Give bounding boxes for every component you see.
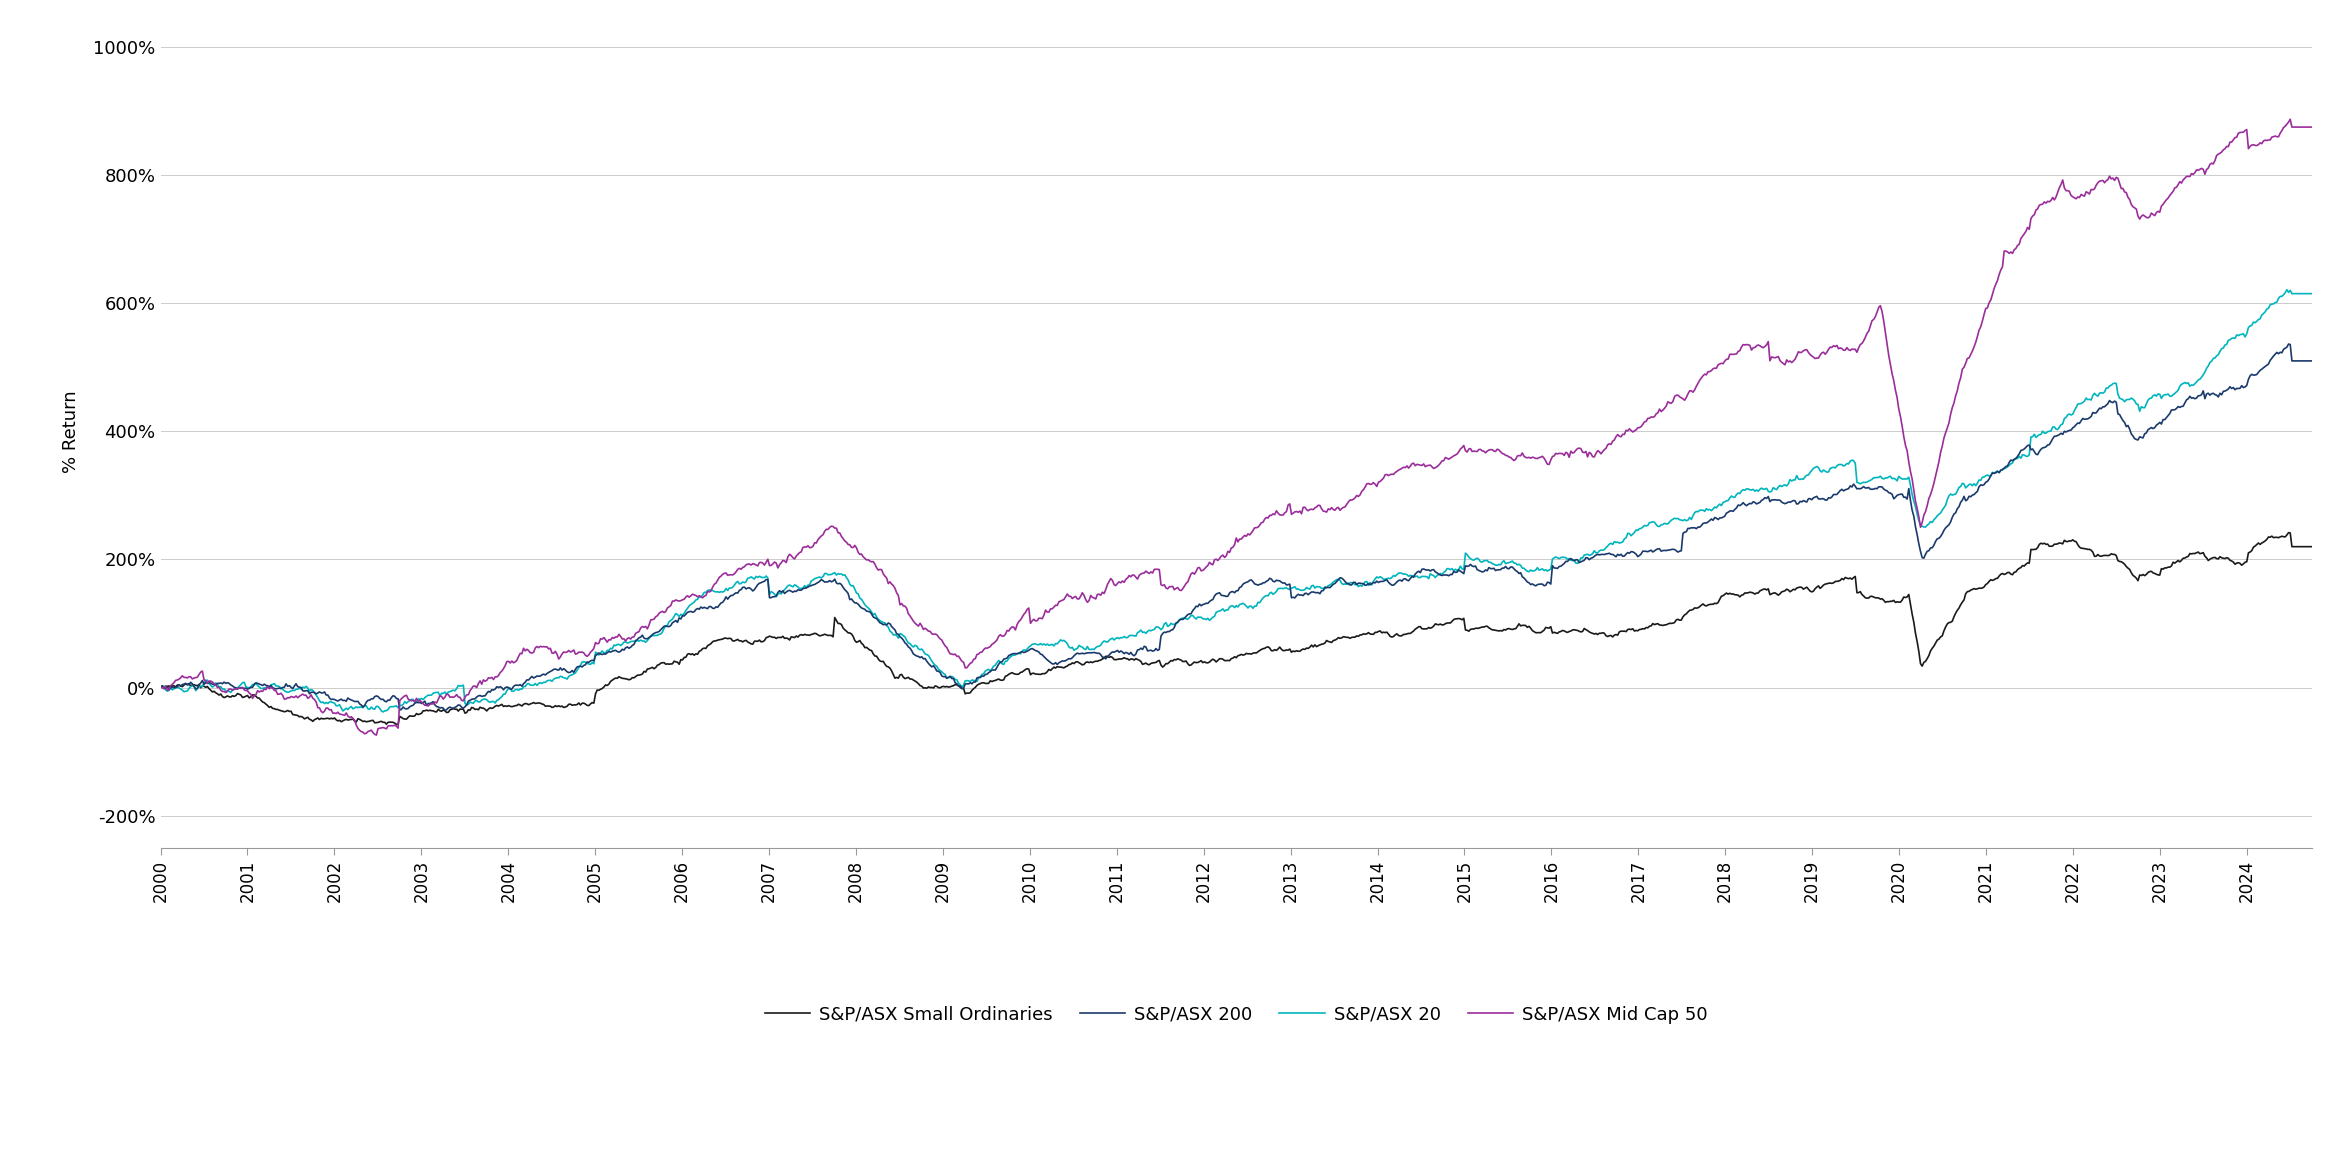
Legend: S&P/ASX Small Ordinaries, S&P/ASX 200, S&P/ASX 20, S&P/ASX Mid Cap 50: S&P/ASX Small Ordinaries, S&P/ASX 200, S… — [759, 998, 1715, 1031]
S&P/ASX Small Ordinaries — [2320, 540, 2327, 554]
S&P/ASX 200 — [2320, 354, 2327, 368]
S&P/ASX Mid Cap 50 — [363, 728, 391, 742]
S&P/ASX Small Ordinaries — [1494, 622, 1522, 636]
S&P/ASX Small Ordinaries — [2090, 548, 2118, 562]
S&P/ASX Small Ordinaries — [1119, 652, 1147, 666]
S&P/ASX 20 — [163, 680, 191, 694]
S&P/ASX 200 — [147, 681, 175, 695]
S&P/ASX Mid Cap 50 — [191, 674, 219, 688]
S&P/ASX 20 — [2273, 282, 2301, 296]
S&P/ASX 200 — [163, 680, 191, 694]
S&P/ASX 200 — [2273, 338, 2301, 352]
Y-axis label: % Return: % Return — [61, 390, 79, 473]
S&P/ASX 200 — [2090, 400, 2118, 414]
Line: S&P/ASX 20: S&P/ASX 20 — [161, 289, 2327, 711]
S&P/ASX Small Ordinaries — [163, 679, 191, 693]
S&P/ASX Mid Cap 50 — [163, 673, 191, 687]
S&P/ASX 20 — [2090, 385, 2118, 399]
S&P/ASX 20 — [370, 704, 398, 719]
S&P/ASX Small Ordinaries — [147, 681, 175, 695]
S&P/ASX 200 — [1385, 574, 1412, 588]
Line: S&P/ASX Mid Cap 50: S&P/ASX Mid Cap 50 — [161, 119, 2327, 735]
S&P/ASX 20 — [191, 673, 219, 687]
S&P/ASX Small Ordinaries — [2273, 526, 2301, 540]
S&P/ASX 20 — [1494, 556, 1522, 570]
S&P/ASX 20 — [2320, 287, 2327, 301]
S&P/ASX Mid Cap 50 — [147, 681, 175, 695]
S&P/ASX 20 — [147, 681, 175, 695]
Line: S&P/ASX Small Ordinaries: S&P/ASX Small Ordinaries — [161, 533, 2327, 724]
S&P/ASX 200 — [430, 703, 458, 717]
S&P/ASX Mid Cap 50 — [2320, 120, 2327, 134]
S&P/ASX 200 — [191, 675, 219, 689]
S&P/ASX Small Ordinaries — [191, 680, 219, 694]
S&P/ASX Mid Cap 50 — [2276, 112, 2304, 126]
S&P/ASX 20 — [1119, 628, 1147, 642]
S&P/ASX 200 — [1494, 561, 1522, 575]
S&P/ASX Mid Cap 50 — [1119, 568, 1147, 582]
S&P/ASX 20 — [1385, 566, 1412, 580]
S&P/ASX Mid Cap 50 — [1494, 449, 1522, 463]
S&P/ASX Mid Cap 50 — [1385, 463, 1412, 477]
S&P/ASX Small Ordinaries — [1385, 628, 1412, 642]
Line: S&P/ASX 200: S&P/ASX 200 — [161, 345, 2327, 710]
S&P/ASX Mid Cap 50 — [2090, 175, 2118, 189]
S&P/ASX Small Ordinaries — [382, 717, 410, 731]
S&P/ASX 200 — [1119, 648, 1147, 662]
